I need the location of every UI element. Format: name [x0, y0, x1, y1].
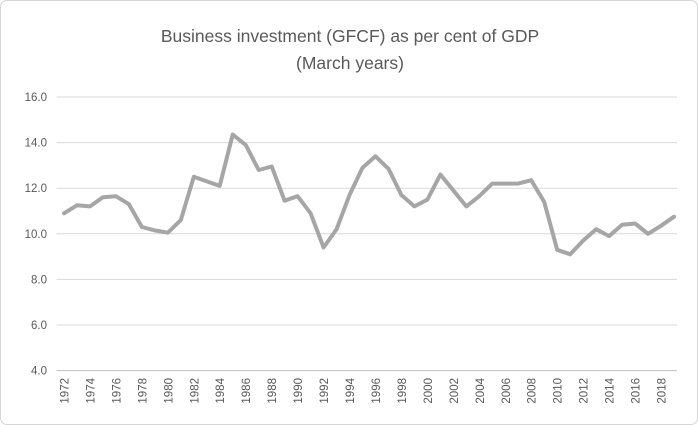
y-tick-label: 8.0	[31, 274, 47, 286]
chart-title-line2: (March years)	[296, 53, 404, 73]
x-tick-label: 1974	[85, 377, 97, 403]
x-tick-label: 1990	[293, 378, 305, 404]
series-line	[62, 132, 676, 257]
y-axis-labels: 16.0 14.0 12.0 10.0 8.0 6.0 4.0	[25, 92, 47, 378]
x-tick-label: 2016	[631, 378, 643, 404]
x-tick-label: 1980	[163, 378, 175, 404]
y-tick-label: 10.0	[25, 229, 47, 241]
x-tick-label: 2000	[423, 378, 435, 404]
y-tick-label: 6.0	[31, 320, 47, 332]
x-tick-label: 1988	[267, 378, 279, 404]
x-axis-labels: 1972 1974 1976 1978 1980 1982 1984 1986 1988 1990…	[60, 377, 669, 403]
x-tick-label: 2014	[605, 377, 617, 403]
x-tick-label: 1998	[397, 378, 409, 404]
x-tick-label: 2018	[657, 378, 669, 404]
x-tick-label: 1986	[241, 378, 253, 404]
x-tick-label: 1992	[319, 378, 331, 404]
chart-title-line1: Business investment (GFCF) as per cent o…	[161, 26, 539, 46]
y-tick-label: 12.0	[25, 183, 47, 195]
x-tick-label: 1976	[111, 378, 123, 404]
x-tick-label: 1984	[215, 377, 227, 403]
x-tick-label: 2002	[449, 378, 461, 404]
x-tick-label: 2012	[579, 378, 591, 404]
y-tick-label: 4.0	[31, 366, 47, 378]
x-tick-label: 2004	[475, 377, 487, 403]
y-tick-label: 16.0	[25, 92, 47, 104]
x-tick-label: 2010	[553, 378, 565, 404]
x-tick-label: 1996	[371, 378, 383, 404]
x-tick-label: 1994	[345, 377, 357, 403]
gridlines	[56, 96, 677, 372]
x-tick-label: 1972	[60, 378, 72, 404]
x-tick-label: 1982	[189, 378, 201, 404]
x-tick-label: 2006	[501, 378, 513, 404]
x-tick-label: 2008	[527, 378, 539, 404]
x-tick-label: 1978	[137, 378, 149, 404]
y-tick-label: 14.0	[25, 138, 47, 150]
